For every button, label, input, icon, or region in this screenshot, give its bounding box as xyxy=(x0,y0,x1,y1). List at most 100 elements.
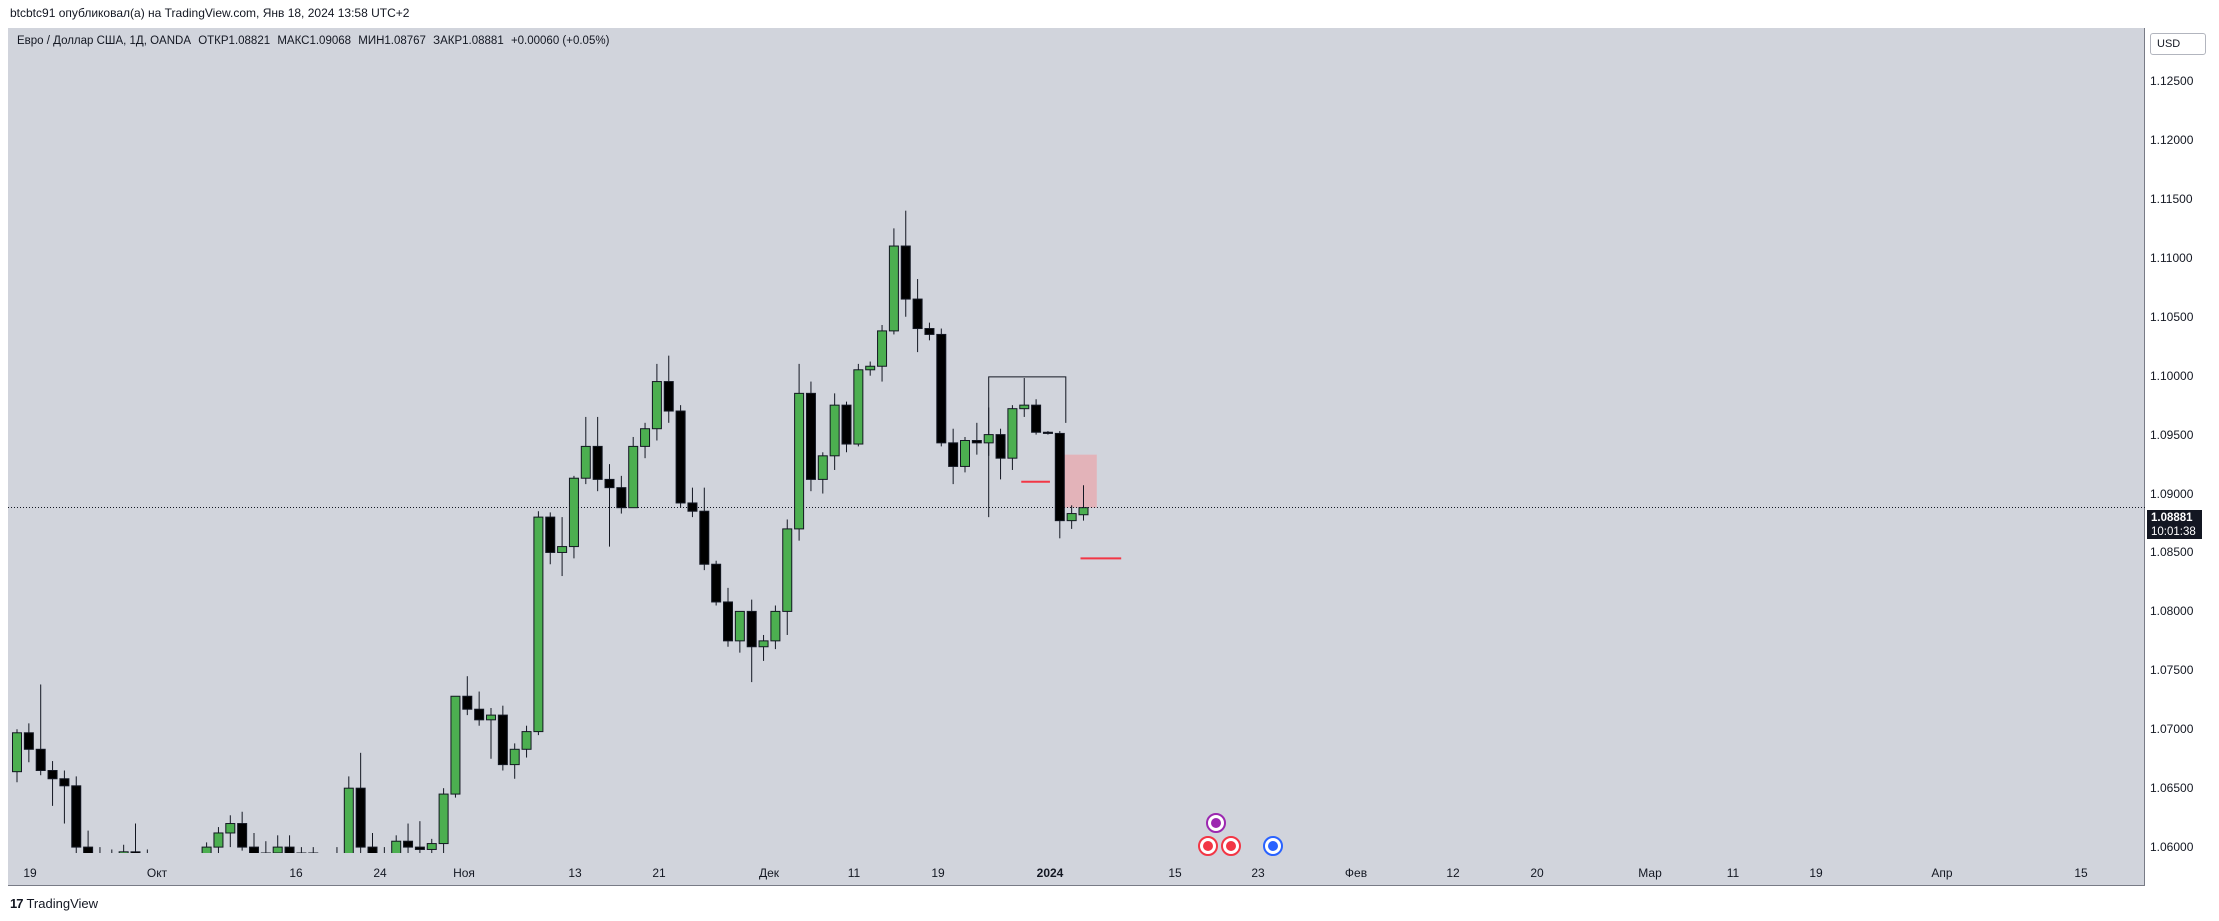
candle-body xyxy=(699,510,710,565)
candle-body xyxy=(663,381,674,412)
candle xyxy=(557,517,568,577)
price-tick: 1.07500 xyxy=(2150,663,2194,678)
price-tick: 1.08500 xyxy=(2150,545,2194,560)
candle xyxy=(711,560,722,606)
price-tick: 1.09500 xyxy=(2150,427,2194,442)
last-price-value: 1.08881 xyxy=(2151,512,2193,524)
candle-body xyxy=(675,410,686,504)
candle-body xyxy=(118,851,129,853)
candle-body xyxy=(1042,431,1053,434)
time-tick: 2024 xyxy=(1036,866,1064,880)
candle-body xyxy=(391,840,402,853)
candle xyxy=(12,729,22,783)
candle xyxy=(237,811,248,851)
event-marker-core xyxy=(1226,841,1236,851)
candle xyxy=(651,363,662,441)
candle xyxy=(130,823,141,853)
candle xyxy=(1042,431,1053,435)
eu-flag-icon xyxy=(1263,836,1283,856)
candle-body xyxy=(35,748,46,771)
time-tick: 13 xyxy=(568,866,582,880)
candle xyxy=(260,841,271,853)
candle-body xyxy=(296,852,307,853)
currency-button[interactable]: USD xyxy=(2150,33,2206,55)
candle xyxy=(794,363,805,541)
candle xyxy=(391,835,402,853)
candle-body xyxy=(888,245,899,332)
candle-body xyxy=(486,714,496,721)
candle xyxy=(59,770,70,824)
candle-body xyxy=(533,516,544,733)
time-tick: 19 xyxy=(23,866,37,880)
time-tick: 19 xyxy=(1809,866,1823,880)
time-tick: Апр xyxy=(1931,866,1953,880)
price-tick: 1.06500 xyxy=(2150,781,2194,796)
time-tick: 20 xyxy=(1530,866,1544,880)
candle xyxy=(723,587,733,647)
candlestick-plot[interactable] xyxy=(8,28,2145,886)
candle-body xyxy=(900,245,911,300)
candle xyxy=(332,847,341,864)
candle-body xyxy=(960,440,970,467)
time-tick: 11 xyxy=(847,866,861,880)
candle-body xyxy=(367,846,378,853)
candle xyxy=(343,776,354,853)
candle xyxy=(367,832,378,853)
candle-body xyxy=(924,328,935,335)
symbol-name: Евро / Доллар США, 1Д, OANDA xyxy=(17,35,191,47)
candle-body xyxy=(841,404,852,445)
candle xyxy=(83,830,94,853)
candle-body xyxy=(321,859,330,871)
candle xyxy=(321,853,330,886)
time-tick: Окт xyxy=(146,866,168,880)
candle-body xyxy=(545,516,556,553)
bar-countdown: 10:01:38 xyxy=(2151,526,2196,538)
candle xyxy=(1031,399,1042,435)
candle xyxy=(900,210,911,317)
candle-body xyxy=(23,732,34,750)
time-tick: Дек xyxy=(758,866,780,880)
candle xyxy=(663,355,674,423)
candle xyxy=(486,708,496,759)
candle xyxy=(877,325,888,382)
candle xyxy=(960,436,970,473)
candle-body xyxy=(332,859,341,864)
candle-body xyxy=(877,330,888,367)
candle xyxy=(568,475,579,559)
candle-body xyxy=(853,369,864,445)
candle-body xyxy=(829,404,840,457)
candle xyxy=(616,475,627,514)
time-tick: 16 xyxy=(289,866,303,880)
candle xyxy=(497,705,508,771)
candle xyxy=(628,436,639,509)
price-tick: 1.10500 xyxy=(2150,309,2194,324)
candle-body xyxy=(521,731,532,750)
candle-body xyxy=(355,787,366,848)
candle xyxy=(403,823,414,853)
candle-body xyxy=(640,428,651,447)
candle xyxy=(1066,505,1077,529)
candle-body xyxy=(474,708,485,721)
candle-body xyxy=(687,502,698,512)
candle xyxy=(178,873,187,886)
time-tick: 15 xyxy=(2074,866,2088,880)
candle-body xyxy=(450,695,461,795)
candle-body xyxy=(580,445,591,479)
footer-brand[interactable]: 17 TradingView xyxy=(10,896,98,911)
event-marker-core xyxy=(1203,841,1213,851)
time-tick: 11 xyxy=(1726,866,1740,880)
candle xyxy=(604,464,615,547)
candle-body xyxy=(711,563,722,603)
candle-body xyxy=(249,846,259,853)
candle-body xyxy=(380,859,389,865)
candle-body xyxy=(95,855,104,859)
lightning-icon xyxy=(1206,813,1226,833)
candle xyxy=(284,835,295,853)
candle-body xyxy=(47,770,58,780)
candle xyxy=(829,393,840,470)
supply-zone xyxy=(1061,454,1097,508)
candle xyxy=(912,279,923,353)
candle xyxy=(687,487,698,518)
price-tick: 1.11500 xyxy=(2150,191,2193,206)
candle xyxy=(758,634,769,661)
